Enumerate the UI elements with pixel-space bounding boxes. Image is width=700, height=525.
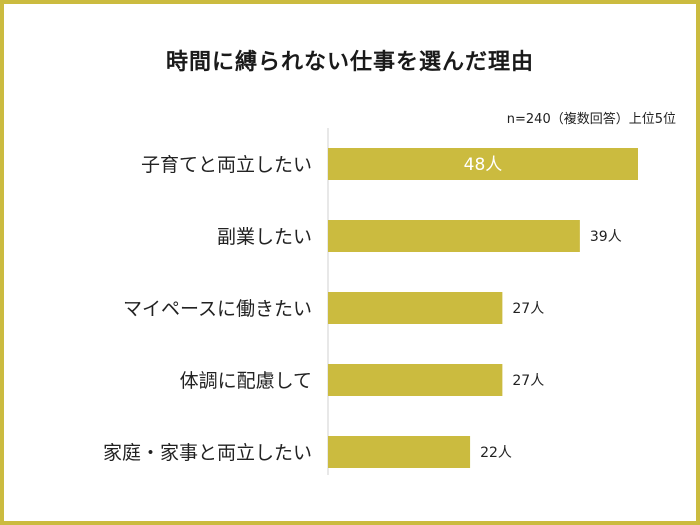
category-label: 子育てと両立したい xyxy=(141,154,312,176)
category-label: マイペースに働きたい xyxy=(123,298,312,320)
chart-title: 時間に縛られない仕事を選んだ理由 xyxy=(165,50,534,75)
bar xyxy=(328,364,503,396)
data-label: 27人 xyxy=(512,373,544,389)
data-label: 22人 xyxy=(480,445,512,461)
category-label: 家庭・家事と両立したい xyxy=(103,442,312,464)
category-label: 体調に配慮して xyxy=(180,370,312,392)
data-label: 27人 xyxy=(512,301,544,317)
category-label: 副業したい xyxy=(217,226,312,248)
sample-note: n=240（複数回答）上位5位 xyxy=(506,112,676,127)
data-label: 39人 xyxy=(590,229,622,245)
bar xyxy=(328,436,471,468)
bar xyxy=(328,220,580,252)
bar xyxy=(328,148,638,180)
bar xyxy=(328,292,503,324)
data-label: 48人 xyxy=(464,155,503,175)
